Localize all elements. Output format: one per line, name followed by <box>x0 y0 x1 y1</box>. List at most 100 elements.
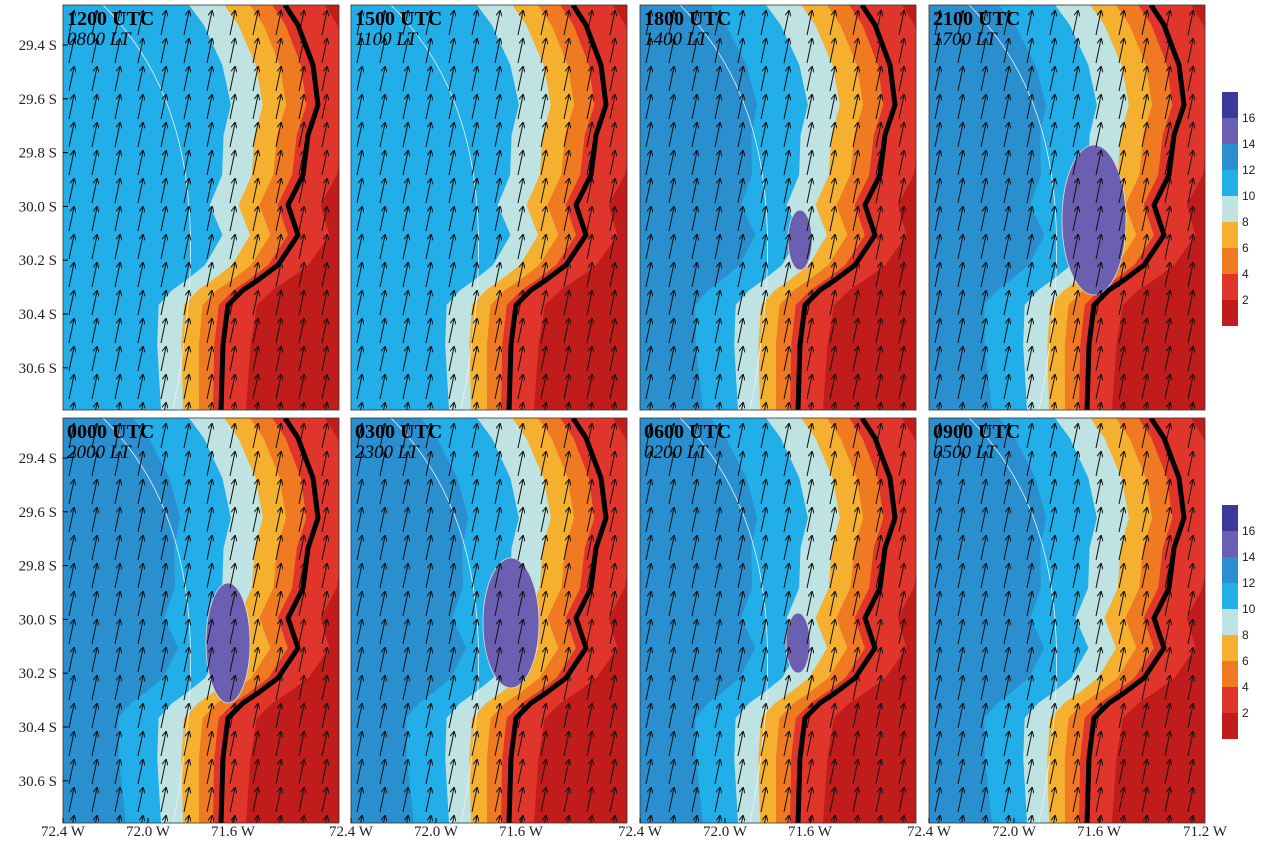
wind-arrow <box>898 291 904 316</box>
wind-arrow <box>206 11 212 36</box>
wind-arrow <box>1141 347 1147 372</box>
wind-arrow <box>471 123 477 148</box>
wind-arrow <box>91 536 97 561</box>
wind-arrow <box>760 179 766 204</box>
colorbar-label: 6 <box>1242 654 1249 668</box>
wind-arrow <box>448 207 454 232</box>
y-tick-label: 30.4 S <box>19 307 57 323</box>
wind-arrow <box>645 291 651 316</box>
wind-arrow <box>471 291 477 316</box>
wind-arrow <box>980 319 986 344</box>
panel-utc: 0000 UTC <box>67 421 154 443</box>
colorbar-label: 2 <box>1242 706 1249 720</box>
wind-arrow <box>229 480 235 505</box>
wind-arrow <box>563 123 569 148</box>
colorbar-label: 4 <box>1242 680 1249 694</box>
wind-arrow <box>898 11 904 36</box>
wind-arrow <box>899 403 904 410</box>
wind-arrow <box>760 291 766 316</box>
wind-arrow <box>321 291 327 316</box>
wind-arrow <box>275 760 281 785</box>
wind-arrow <box>184 403 189 410</box>
wind-arrow <box>321 480 327 505</box>
wind-arrow <box>980 179 986 204</box>
wind-arrow <box>137 291 143 316</box>
wind-arrow <box>1095 123 1101 148</box>
wind-arrow <box>356 263 362 288</box>
wind-arrow <box>275 592 281 617</box>
wind-arrow <box>91 11 97 36</box>
wind-arrow <box>1003 207 1009 232</box>
wind-arrow <box>160 732 166 757</box>
wind-arrow <box>298 620 304 645</box>
wind-arrow <box>1072 39 1078 64</box>
wind-arrow <box>275 11 281 36</box>
wind-arrow <box>68 11 74 36</box>
wind-arrow <box>402 207 408 232</box>
colorbar-label: 4 <box>1242 267 1249 281</box>
wind-arrow <box>356 95 362 120</box>
wind-arrow <box>252 648 258 673</box>
wind-arrow <box>668 123 674 148</box>
wind-arrow <box>252 39 258 64</box>
wind-arrow <box>298 648 304 673</box>
wind-arrow <box>448 95 454 120</box>
wind-arrow <box>957 235 963 260</box>
wind-arrow <box>1072 375 1078 400</box>
wind-arrow <box>829 235 835 260</box>
wind-arrow <box>207 403 212 410</box>
wind-arrow <box>1026 319 1032 344</box>
wind-arrow <box>1003 11 1009 36</box>
wind-arrow <box>1164 179 1170 204</box>
wind-arrow <box>471 263 477 288</box>
wind-arrow <box>160 704 166 729</box>
coastline <box>506 5 609 410</box>
wind-arrow <box>737 375 743 400</box>
wind-arrow <box>1072 95 1078 120</box>
wind-arrow <box>540 375 546 400</box>
wind-arrow <box>609 179 615 204</box>
wind-arrow <box>229 207 235 232</box>
wind-arrow <box>275 179 281 204</box>
wind-arrow <box>91 347 97 372</box>
wind-arrow <box>91 592 97 617</box>
contour-band <box>246 418 339 823</box>
wind-arrow <box>1118 235 1124 260</box>
wind-arrow <box>114 620 120 645</box>
wind-arrow <box>714 263 720 288</box>
wind-arrow <box>160 788 166 813</box>
colorbar-label: 12 <box>1242 576 1256 590</box>
wind-arrow <box>161 403 166 410</box>
wind-arrow <box>321 564 327 589</box>
wind-arrow <box>356 452 362 477</box>
wind-arrow <box>1026 11 1032 36</box>
wind-arrow <box>806 263 812 288</box>
wind-arrow <box>321 67 327 92</box>
wind-arrow <box>183 151 189 176</box>
wind-arrow <box>229 564 235 589</box>
wind-arrow <box>563 11 569 36</box>
wind-arrow <box>609 207 615 232</box>
colorbar-label: 6 <box>1242 241 1249 255</box>
wind-arrow <box>183 263 189 288</box>
wind-arrow <box>91 508 97 533</box>
wind-arrow <box>540 67 546 92</box>
wind-arrow <box>160 319 166 344</box>
wind-arrow <box>68 291 74 316</box>
panel-utc: 2100 UTC <box>933 8 1020 30</box>
wind-arrow <box>563 319 569 344</box>
wind-arrow <box>1095 235 1101 260</box>
wind-arrow <box>806 179 812 204</box>
wind-arrow <box>356 424 362 449</box>
wind-arrow <box>356 732 362 757</box>
panel-lt: 2300 LT <box>355 442 420 463</box>
panel-lt: 1400 LT <box>644 29 709 50</box>
wind-arrow <box>137 123 143 148</box>
wind-arrow <box>540 291 546 316</box>
wind-arrow <box>402 263 408 288</box>
wind-arrow <box>356 536 362 561</box>
wind-arrow <box>252 319 258 344</box>
wind-arrow <box>737 67 743 92</box>
